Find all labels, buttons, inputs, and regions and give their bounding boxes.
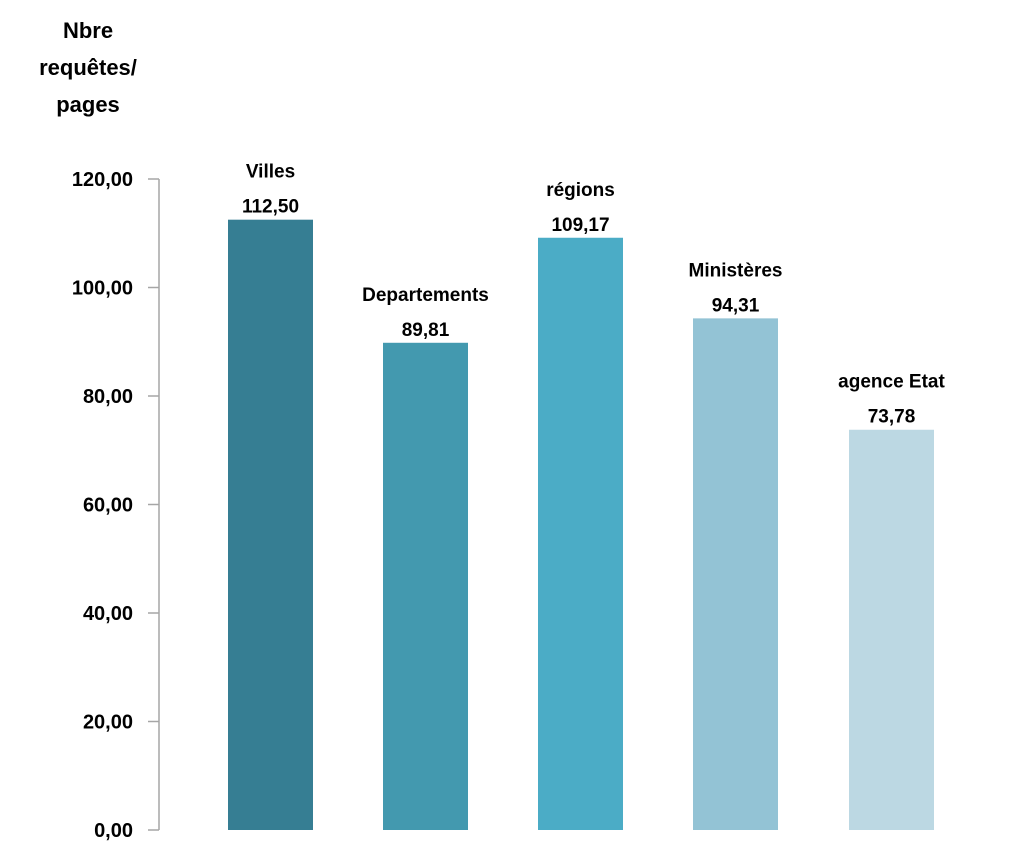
bar-3 xyxy=(538,237,623,830)
y-axis-title-line-1: Nbre xyxy=(63,18,113,43)
bar-5 xyxy=(849,429,934,830)
bar-4 xyxy=(693,318,778,830)
bar-category-label: Villes xyxy=(246,162,295,183)
y-axis-title-line-2: requêtes/ xyxy=(39,55,137,80)
bar-value-label: 89,81 xyxy=(402,320,450,341)
bar-value-label: 112,50 xyxy=(242,197,299,218)
bar-category-label: agence Etat xyxy=(838,372,945,393)
bar-category-label: Departements xyxy=(362,285,489,306)
y-axis-title: Nbre requêtes/ pages xyxy=(39,18,137,117)
bar-1 xyxy=(228,219,313,830)
y-tick-label: 120,00 xyxy=(72,169,133,191)
bar-value-label: 73,78 xyxy=(868,407,916,428)
y-tick-label: 100,00 xyxy=(72,278,133,300)
bar-category-label: Ministères xyxy=(689,260,783,281)
y-tick-label: 40,00 xyxy=(83,603,133,625)
bar-2 xyxy=(383,342,468,830)
bar-value-label: 94,31 xyxy=(712,295,760,316)
y-tick-label: 80,00 xyxy=(83,386,133,408)
y-tick-label: 20,00 xyxy=(83,712,133,734)
y-axis-title-line-3: pages xyxy=(56,92,120,117)
y-tick-label: 60,00 xyxy=(83,495,133,517)
bar-value-label: 109,17 xyxy=(551,215,609,236)
bar-category-label: régions xyxy=(546,180,615,201)
y-tick-label: 0,00 xyxy=(94,820,133,842)
